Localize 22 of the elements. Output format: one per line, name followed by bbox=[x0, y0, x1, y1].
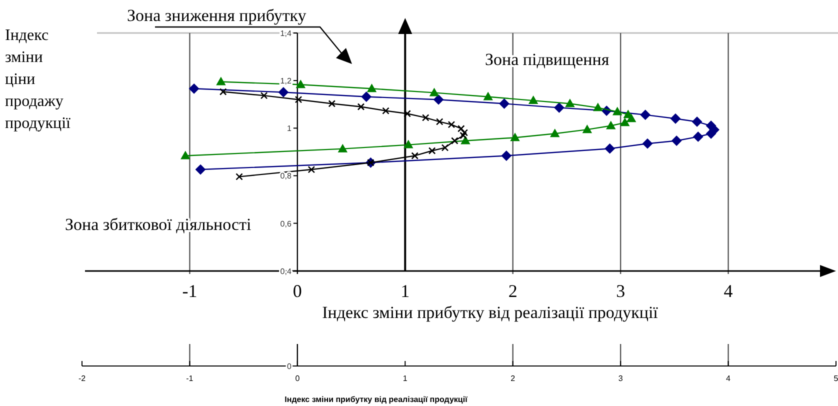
x-axis-title: Індекс зміни прибутку від реалізації продукції bbox=[284, 395, 468, 404]
x2-tick-label: 1 bbox=[400, 281, 410, 301]
x-tick-label: 1 bbox=[402, 374, 408, 383]
x-tick-label: 2 bbox=[510, 374, 516, 383]
x-tick-label: 3 bbox=[618, 374, 624, 383]
x-tick-label: 0 bbox=[295, 374, 300, 383]
x-tick-label: -2 bbox=[78, 374, 86, 383]
x2-axis-title: Індекс зміни прибутку від реалізації продукції bbox=[322, 303, 658, 322]
x2-tick-label: 3 bbox=[616, 281, 626, 301]
y-tick-label: 0,8 bbox=[280, 172, 292, 181]
x-tick-label: -1 bbox=[186, 374, 194, 383]
x2-tick-label: 4 bbox=[724, 281, 733, 301]
y-axis-title: Індекс зміни ціни продажу продукції bbox=[5, 27, 72, 132]
y-tick-label: 1,4 bbox=[280, 29, 292, 38]
x-tick-label: 5 bbox=[834, 374, 838, 383]
x-tick-label: 4 bbox=[726, 374, 732, 383]
y-tick-label: 0,6 bbox=[280, 219, 292, 228]
text: Зона зниження прибутку bbox=[127, 6, 307, 25]
x2-tick-label: 2 bbox=[508, 281, 518, 301]
x2-tick-label: -1 bbox=[182, 281, 198, 301]
y-tick-label: 1 bbox=[286, 124, 292, 134]
y-tick-label: 1,2 bbox=[280, 76, 292, 86]
